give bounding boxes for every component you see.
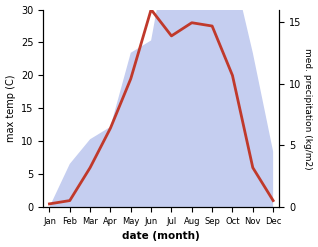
Y-axis label: med. precipitation (kg/m2): med. precipitation (kg/m2) [303, 48, 313, 169]
Y-axis label: max temp (C): max temp (C) [5, 75, 16, 142]
X-axis label: date (month): date (month) [122, 231, 200, 242]
